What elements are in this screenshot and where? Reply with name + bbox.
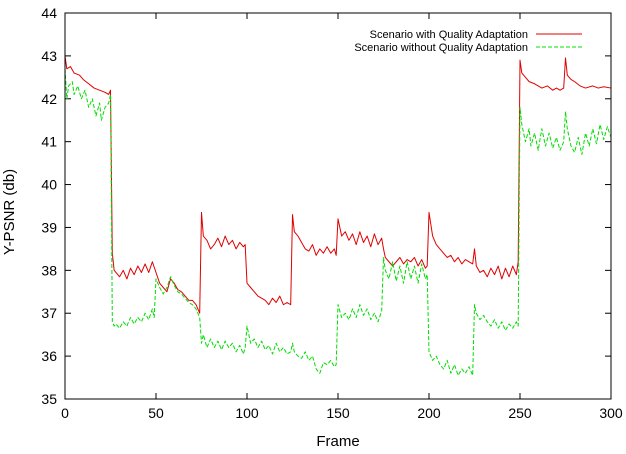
legend: Scenario with Quality AdaptationScenario… — [354, 29, 582, 54]
y-axis-title: Y-PSNR (db) — [1, 169, 18, 255]
legend-label-2: Scenario without Quality Adaptation — [354, 42, 528, 54]
x-tick-label: 250 — [508, 405, 532, 421]
legend-label-1: Scenario with Quality Adaptation — [370, 29, 528, 41]
series-line-1 — [64, 55, 612, 314]
y-tick-label: 38 — [41, 262, 57, 278]
plot-frame — [64, 12, 612, 400]
y-tick-label: 35 — [41, 391, 57, 407]
y-tick-label: 39 — [41, 219, 57, 235]
x-tick-label: 50 — [148, 405, 164, 421]
x-tick-label: 200 — [417, 405, 441, 421]
y-tick-label: 42 — [41, 91, 57, 107]
x-tick-label: 0 — [61, 405, 69, 421]
y-tick-label: 37 — [41, 305, 57, 321]
x-tick-label: 150 — [326, 405, 350, 421]
x-axis-title: Frame — [316, 433, 359, 450]
y-tick-label: 43 — [41, 48, 57, 64]
y-tick-label: 44 — [41, 5, 57, 21]
y-tick-label: 40 — [41, 177, 57, 193]
series-line-2 — [64, 68, 612, 376]
x-tick-label: 300 — [599, 405, 623, 421]
y-tick-label: 36 — [41, 348, 57, 364]
y-tick-label: 41 — [41, 134, 57, 150]
x-tick-label: 100 — [235, 405, 259, 421]
